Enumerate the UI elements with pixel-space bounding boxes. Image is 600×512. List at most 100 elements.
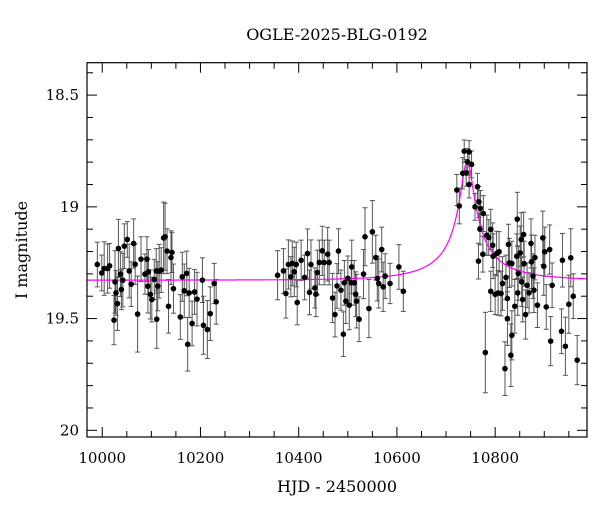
data-point bbox=[369, 229, 376, 235]
data-point bbox=[489, 242, 496, 249]
data-point bbox=[509, 332, 515, 339]
data-point bbox=[189, 320, 195, 327]
data-point bbox=[360, 271, 367, 277]
x-axis-label: HJD - 2450000 bbox=[277, 477, 397, 496]
data-point bbox=[138, 256, 144, 262]
data-point bbox=[541, 248, 548, 255]
data-point bbox=[514, 290, 521, 296]
data-point bbox=[158, 267, 164, 273]
data-point bbox=[288, 273, 294, 280]
data-point bbox=[466, 181, 472, 188]
y-tick-label: 19 bbox=[60, 198, 79, 216]
data-point bbox=[283, 290, 289, 297]
data-point bbox=[124, 236, 131, 243]
data-point bbox=[521, 260, 527, 267]
data-point bbox=[534, 302, 541, 308]
data-point bbox=[547, 338, 554, 344]
data-point bbox=[396, 264, 402, 270]
data-point bbox=[400, 288, 407, 295]
data-point bbox=[274, 272, 281, 279]
data-point bbox=[130, 240, 137, 247]
data-point bbox=[454, 187, 460, 193]
data-point bbox=[147, 291, 154, 298]
data-point bbox=[324, 251, 331, 258]
data-point bbox=[106, 263, 113, 269]
data-point bbox=[168, 254, 174, 261]
data-point bbox=[177, 314, 184, 320]
data-point bbox=[118, 286, 125, 293]
data-point bbox=[348, 264, 355, 270]
data-point bbox=[145, 269, 152, 275]
data-point bbox=[112, 279, 118, 285]
data-point bbox=[461, 148, 468, 154]
data-point bbox=[308, 261, 314, 268]
data-point bbox=[312, 285, 318, 291]
data-point bbox=[98, 270, 105, 276]
data-point bbox=[291, 269, 298, 275]
data-point bbox=[153, 316, 160, 323]
data-point bbox=[382, 273, 388, 279]
data-point bbox=[184, 341, 191, 348]
data-point bbox=[380, 284, 386, 290]
x-tick-label: 10400 bbox=[275, 449, 323, 467]
data-point bbox=[338, 287, 344, 293]
y-tick-label: 20 bbox=[60, 421, 79, 439]
data-point bbox=[353, 298, 360, 304]
data-points bbox=[94, 148, 580, 372]
data-point bbox=[321, 259, 328, 266]
data-point bbox=[480, 251, 486, 258]
data-point bbox=[183, 270, 190, 277]
data-point bbox=[335, 248, 342, 254]
data-point bbox=[111, 317, 117, 323]
data-point bbox=[117, 271, 124, 277]
data-point bbox=[543, 304, 550, 310]
tick-labels: 10000 10200 10400 10600 10800 18.5 19 19.5 20 bbox=[46, 86, 519, 467]
data-point bbox=[528, 259, 535, 265]
data-point bbox=[567, 254, 574, 261]
data-point bbox=[151, 276, 158, 283]
axis-ticks bbox=[87, 62, 587, 437]
data-point bbox=[356, 316, 362, 323]
data-point bbox=[346, 302, 353, 308]
data-point bbox=[540, 263, 547, 270]
data-point bbox=[477, 226, 483, 232]
data-point bbox=[522, 311, 529, 318]
data-point bbox=[362, 233, 368, 240]
data-point bbox=[340, 331, 347, 338]
data-point bbox=[164, 248, 170, 254]
model-curve bbox=[87, 161, 587, 281]
data-point bbox=[513, 253, 520, 260]
data-point bbox=[306, 289, 313, 296]
data-point bbox=[298, 257, 304, 264]
data-point bbox=[186, 290, 192, 296]
data-point bbox=[472, 204, 478, 210]
data-point bbox=[466, 149, 472, 155]
data-point bbox=[319, 248, 326, 254]
data-point bbox=[530, 273, 536, 279]
y-tick-label: 18.5 bbox=[46, 86, 79, 104]
data-point bbox=[468, 161, 475, 168]
data-point bbox=[498, 290, 504, 297]
data-point bbox=[314, 269, 321, 276]
data-point bbox=[503, 274, 509, 281]
data-point bbox=[191, 289, 198, 295]
data-point bbox=[114, 300, 121, 307]
data-point bbox=[351, 280, 357, 286]
data-point bbox=[531, 287, 537, 293]
data-point bbox=[378, 246, 385, 253]
data-point bbox=[121, 243, 128, 249]
data-point bbox=[375, 280, 382, 287]
data-point bbox=[549, 282, 555, 289]
error-bars bbox=[94, 139, 580, 396]
data-point bbox=[487, 226, 494, 233]
data-point bbox=[374, 275, 381, 282]
data-point bbox=[115, 245, 122, 252]
data-point bbox=[566, 301, 572, 308]
data-point bbox=[329, 295, 336, 301]
data-point bbox=[509, 260, 515, 267]
data-point bbox=[499, 280, 506, 287]
data-point bbox=[559, 257, 566, 264]
data-point bbox=[352, 291, 359, 298]
x-tick-label: 10200 bbox=[177, 449, 225, 467]
data-point bbox=[558, 328, 565, 335]
